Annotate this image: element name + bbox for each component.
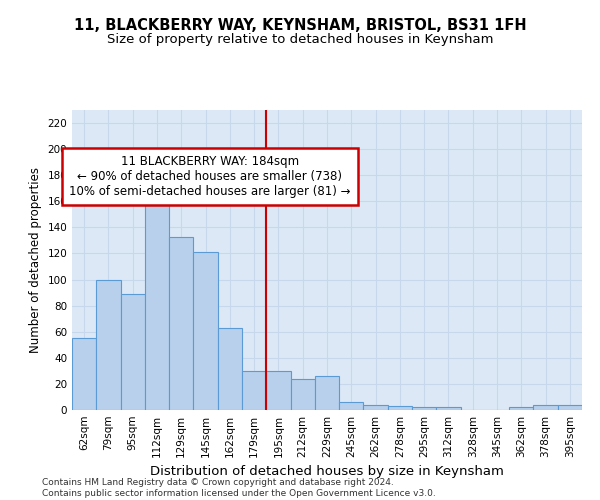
- Bar: [533, 405, 558, 410]
- Bar: [169, 236, 193, 410]
- Bar: [509, 408, 533, 410]
- Text: Contains HM Land Registry data © Crown copyright and database right 2024.
Contai: Contains HM Land Registry data © Crown c…: [42, 478, 436, 498]
- Bar: [218, 328, 242, 410]
- Bar: [145, 182, 169, 410]
- Bar: [121, 294, 145, 410]
- Bar: [290, 378, 315, 410]
- Bar: [339, 402, 364, 410]
- Bar: [364, 405, 388, 410]
- Bar: [436, 408, 461, 410]
- X-axis label: Distribution of detached houses by size in Keynsham: Distribution of detached houses by size …: [150, 466, 504, 478]
- Bar: [388, 406, 412, 410]
- Bar: [96, 280, 121, 410]
- Bar: [315, 376, 339, 410]
- Bar: [558, 405, 582, 410]
- Text: Size of property relative to detached houses in Keynsham: Size of property relative to detached ho…: [107, 32, 493, 46]
- Bar: [266, 371, 290, 410]
- Text: 11, BLACKBERRY WAY, KEYNSHAM, BRISTOL, BS31 1FH: 11, BLACKBERRY WAY, KEYNSHAM, BRISTOL, B…: [74, 18, 526, 32]
- Bar: [72, 338, 96, 410]
- Text: 11 BLACKBERRY WAY: 184sqm
← 90% of detached houses are smaller (738)
10% of semi: 11 BLACKBERRY WAY: 184sqm ← 90% of detac…: [69, 155, 350, 198]
- Bar: [193, 252, 218, 410]
- Bar: [242, 371, 266, 410]
- Bar: [412, 408, 436, 410]
- Y-axis label: Number of detached properties: Number of detached properties: [29, 167, 42, 353]
